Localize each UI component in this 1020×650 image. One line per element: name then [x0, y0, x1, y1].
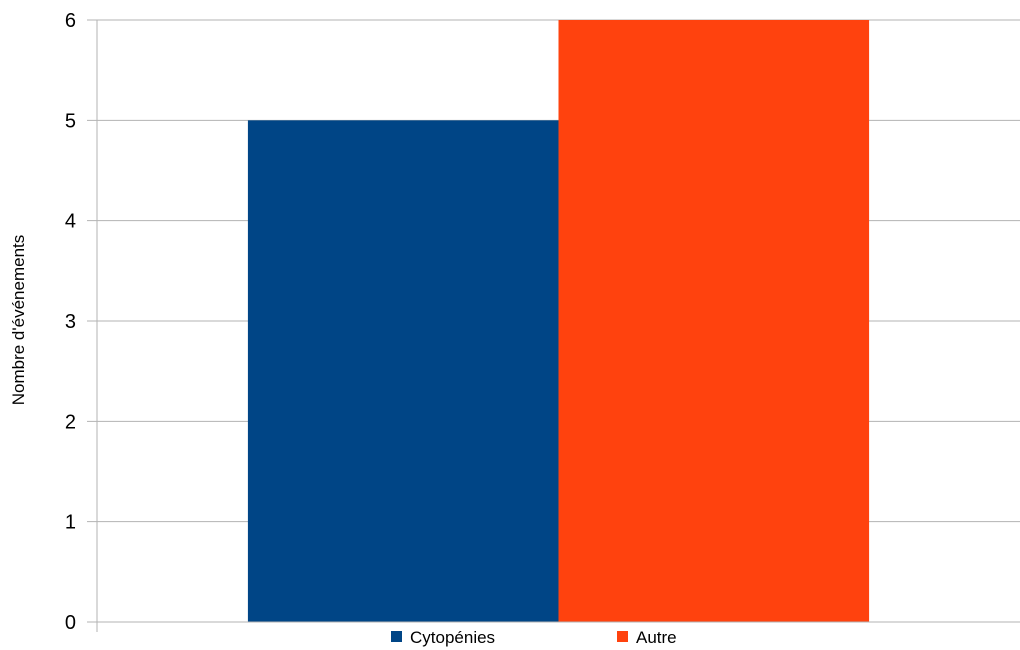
y-tick-label: 2 [65, 411, 76, 433]
y-tick-label: 1 [65, 512, 76, 534]
legend-swatch [391, 631, 402, 642]
bar-cytop-nies [247, 120, 559, 622]
bar-autre [558, 20, 870, 622]
bars [247, 20, 870, 622]
y-axis-title: Nombre d'événements [9, 235, 28, 406]
y-tick-label: 5 [65, 110, 76, 132]
axes [96, 20, 1020, 632]
y-tick-label: 6 [65, 10, 76, 32]
legend: Cytopénies Autre [391, 628, 677, 647]
y-tick-labels: 0 1 2 3 4 5 6 [65, 10, 76, 634]
legend-swatch [617, 631, 628, 642]
y-tick-label: 4 [65, 211, 76, 233]
legend-label: Autre [636, 628, 677, 647]
legend-label: Cytopénies [410, 628, 495, 647]
y-tick-label: 0 [65, 612, 76, 634]
y-tick-label: 3 [65, 311, 76, 333]
